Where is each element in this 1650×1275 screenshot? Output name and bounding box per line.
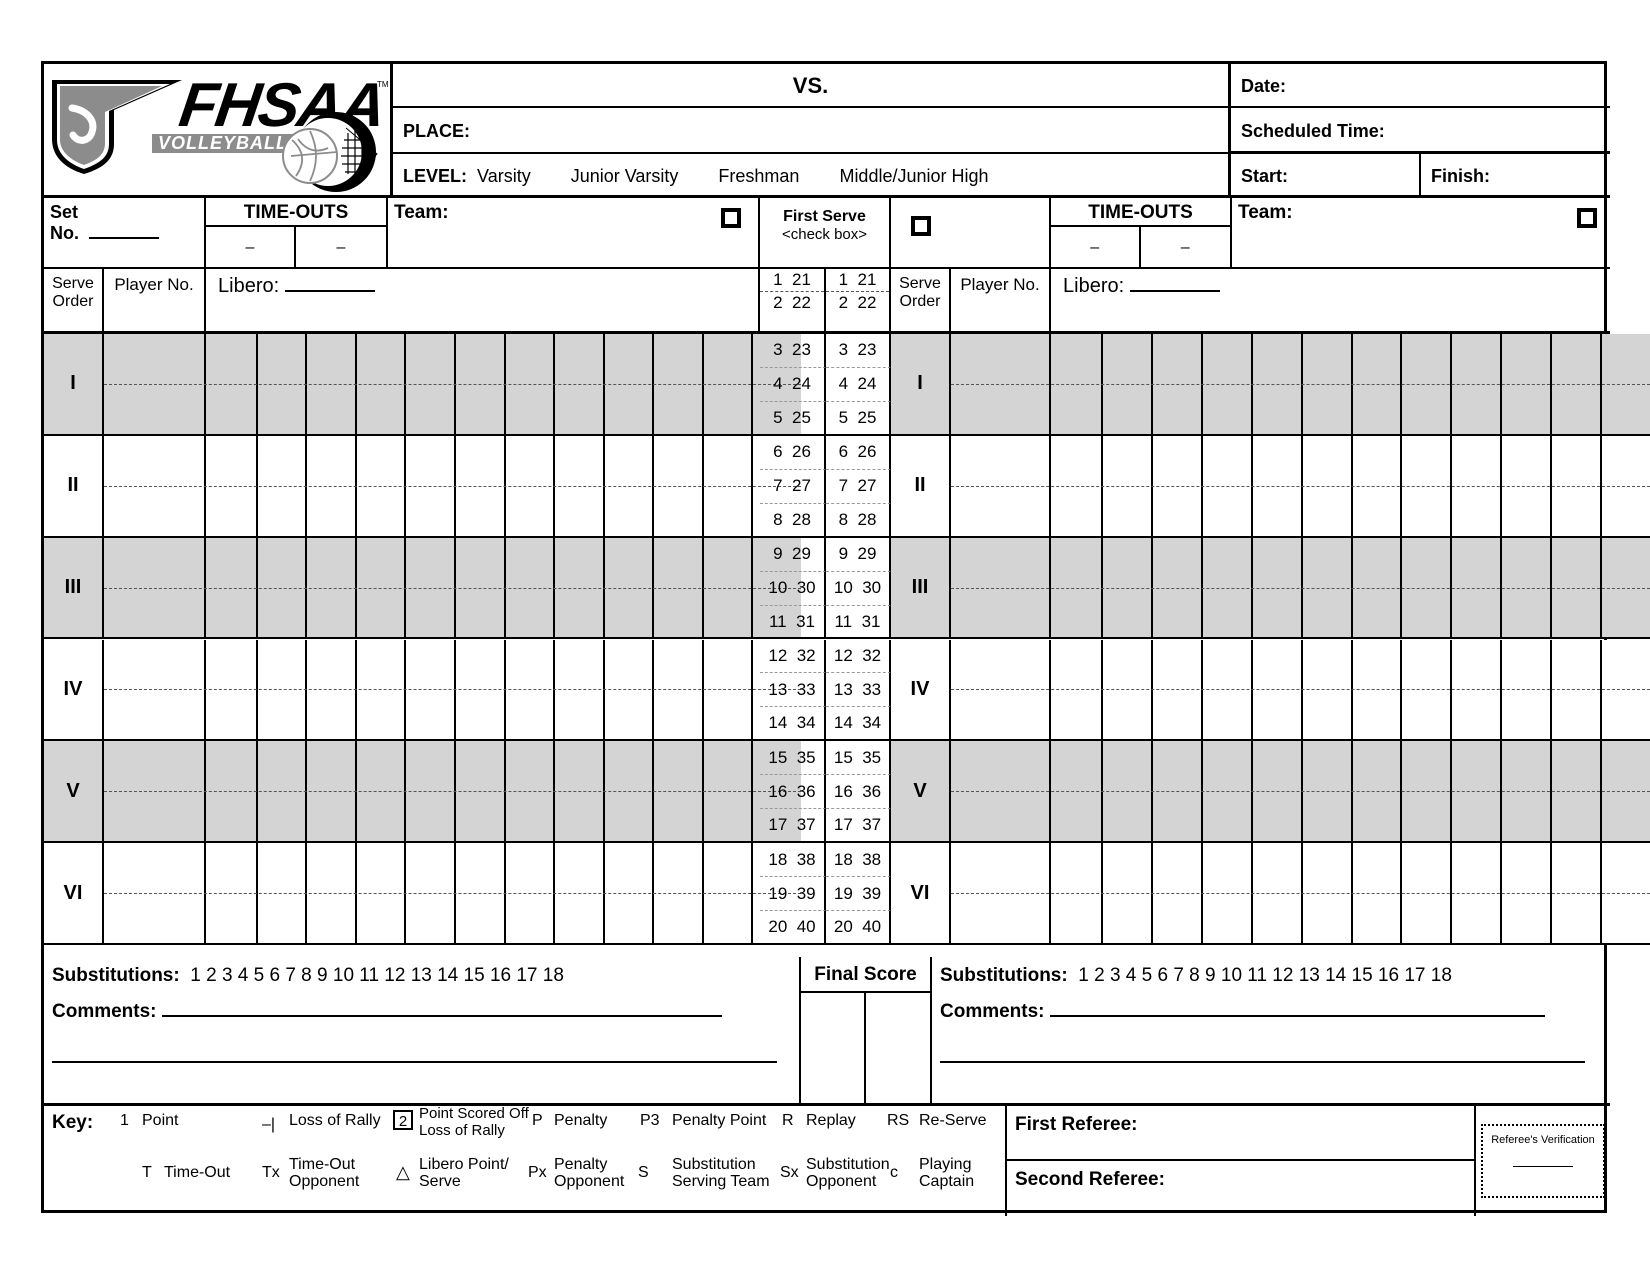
svg-text:TM: TM xyxy=(377,80,389,89)
svg-text:VOLLEYBALL: VOLLEYBALL xyxy=(158,133,288,153)
